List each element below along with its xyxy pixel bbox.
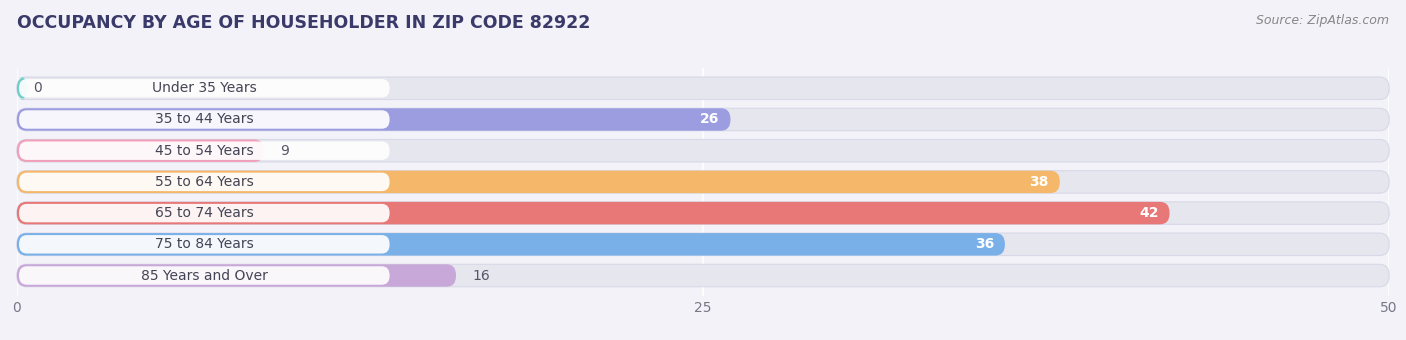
Text: 42: 42 bbox=[1139, 206, 1159, 220]
FancyBboxPatch shape bbox=[17, 233, 1005, 256]
Text: 0: 0 bbox=[34, 81, 42, 95]
FancyBboxPatch shape bbox=[17, 139, 1389, 162]
Text: 65 to 74 Years: 65 to 74 Years bbox=[155, 206, 253, 220]
Text: 16: 16 bbox=[472, 269, 491, 283]
FancyBboxPatch shape bbox=[17, 171, 1389, 193]
Text: Under 35 Years: Under 35 Years bbox=[152, 81, 257, 95]
Text: 75 to 84 Years: 75 to 84 Years bbox=[155, 237, 253, 251]
FancyBboxPatch shape bbox=[17, 202, 1389, 224]
FancyBboxPatch shape bbox=[20, 141, 389, 160]
FancyBboxPatch shape bbox=[20, 266, 389, 285]
Text: 38: 38 bbox=[1029, 175, 1049, 189]
FancyBboxPatch shape bbox=[17, 264, 1389, 287]
FancyBboxPatch shape bbox=[17, 77, 28, 100]
Text: 9: 9 bbox=[280, 144, 290, 158]
FancyBboxPatch shape bbox=[20, 204, 389, 222]
Text: 26: 26 bbox=[700, 113, 720, 126]
Text: Source: ZipAtlas.com: Source: ZipAtlas.com bbox=[1256, 14, 1389, 27]
FancyBboxPatch shape bbox=[17, 233, 1389, 256]
Text: 45 to 54 Years: 45 to 54 Years bbox=[155, 144, 253, 158]
FancyBboxPatch shape bbox=[20, 173, 389, 191]
Text: 35 to 44 Years: 35 to 44 Years bbox=[155, 113, 253, 126]
FancyBboxPatch shape bbox=[17, 108, 731, 131]
Text: OCCUPANCY BY AGE OF HOUSEHOLDER IN ZIP CODE 82922: OCCUPANCY BY AGE OF HOUSEHOLDER IN ZIP C… bbox=[17, 14, 591, 32]
FancyBboxPatch shape bbox=[17, 171, 1060, 193]
FancyBboxPatch shape bbox=[17, 77, 1389, 100]
FancyBboxPatch shape bbox=[17, 264, 456, 287]
FancyBboxPatch shape bbox=[20, 110, 389, 129]
FancyBboxPatch shape bbox=[17, 108, 1389, 131]
FancyBboxPatch shape bbox=[20, 79, 389, 98]
FancyBboxPatch shape bbox=[17, 139, 264, 162]
Text: 85 Years and Over: 85 Years and Over bbox=[141, 269, 267, 283]
Text: 36: 36 bbox=[974, 237, 994, 251]
FancyBboxPatch shape bbox=[17, 202, 1170, 224]
Text: 55 to 64 Years: 55 to 64 Years bbox=[155, 175, 253, 189]
FancyBboxPatch shape bbox=[20, 235, 389, 254]
